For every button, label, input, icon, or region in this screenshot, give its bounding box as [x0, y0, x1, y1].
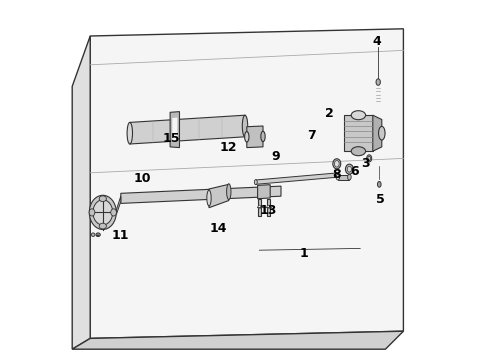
Text: 2: 2 — [325, 107, 334, 120]
Polygon shape — [117, 196, 121, 214]
Ellipse shape — [242, 115, 248, 137]
Ellipse shape — [261, 131, 265, 142]
Ellipse shape — [377, 181, 381, 187]
Ellipse shape — [89, 209, 95, 216]
Ellipse shape — [345, 164, 353, 174]
Text: 6: 6 — [350, 165, 359, 177]
Polygon shape — [258, 199, 261, 216]
Ellipse shape — [267, 205, 270, 209]
Ellipse shape — [333, 159, 341, 169]
Text: 7: 7 — [307, 129, 316, 141]
Polygon shape — [267, 199, 270, 216]
Polygon shape — [130, 115, 245, 144]
Text: 4: 4 — [372, 35, 381, 48]
Polygon shape — [170, 112, 179, 148]
Ellipse shape — [245, 132, 249, 142]
Text: 14: 14 — [209, 222, 227, 235]
Ellipse shape — [367, 155, 372, 162]
Ellipse shape — [207, 190, 211, 206]
Polygon shape — [72, 36, 90, 349]
Ellipse shape — [111, 209, 117, 216]
Ellipse shape — [91, 233, 95, 237]
Polygon shape — [72, 331, 403, 349]
Ellipse shape — [96, 233, 100, 237]
Ellipse shape — [376, 79, 380, 85]
Polygon shape — [121, 186, 281, 203]
Ellipse shape — [347, 166, 351, 172]
Text: 11: 11 — [112, 229, 129, 242]
Ellipse shape — [335, 161, 339, 167]
Polygon shape — [256, 173, 339, 184]
Polygon shape — [258, 185, 270, 199]
Ellipse shape — [336, 174, 340, 180]
Polygon shape — [247, 126, 263, 148]
Text: 12: 12 — [220, 141, 238, 154]
Polygon shape — [172, 118, 177, 141]
Text: 10: 10 — [134, 172, 151, 185]
Text: 15: 15 — [163, 132, 180, 145]
Polygon shape — [373, 115, 382, 151]
Ellipse shape — [93, 200, 113, 225]
Text: 1: 1 — [300, 247, 309, 260]
Text: 5: 5 — [376, 193, 384, 206]
Ellipse shape — [258, 205, 261, 209]
Ellipse shape — [379, 126, 385, 140]
Text: 8: 8 — [333, 168, 341, 181]
Ellipse shape — [99, 223, 106, 229]
Ellipse shape — [99, 196, 106, 202]
Polygon shape — [344, 115, 373, 151]
Polygon shape — [90, 29, 403, 338]
Ellipse shape — [89, 195, 116, 230]
Ellipse shape — [254, 180, 257, 185]
Text: 9: 9 — [271, 150, 280, 163]
Ellipse shape — [227, 184, 231, 199]
Polygon shape — [338, 175, 349, 180]
Ellipse shape — [127, 122, 132, 144]
Text: 3: 3 — [361, 157, 370, 170]
Ellipse shape — [347, 174, 351, 180]
Ellipse shape — [368, 156, 370, 161]
Text: 13: 13 — [260, 204, 277, 217]
Ellipse shape — [351, 111, 366, 120]
Ellipse shape — [351, 147, 366, 156]
Polygon shape — [209, 184, 229, 208]
